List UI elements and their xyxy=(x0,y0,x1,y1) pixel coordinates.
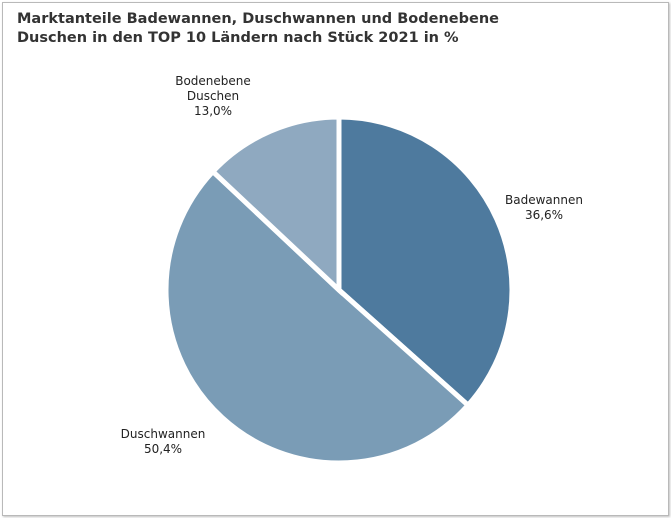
slice-label-duschwannen: Duschwannen 50,4% xyxy=(121,427,206,456)
pie-slice-badewannen xyxy=(336,114,515,409)
slice-label-badewannen: Badewannen 36,6% xyxy=(505,193,583,222)
chart-title-line-2: Duschen in den TOP 10 Ländern nach Stück… xyxy=(17,30,459,46)
pie-slice-bodenebene-duschen xyxy=(209,114,342,296)
chart-title: Marktanteile Badewannen, Duschwannen und… xyxy=(17,10,537,48)
chart-title-line-1: Marktanteile Badewannen, Duschwannen und… xyxy=(17,11,499,27)
pie-slice-duschwannen xyxy=(163,168,472,466)
slice-label-bodenebene-duschen: Bodenebene Duschen 13,0% xyxy=(175,74,251,118)
